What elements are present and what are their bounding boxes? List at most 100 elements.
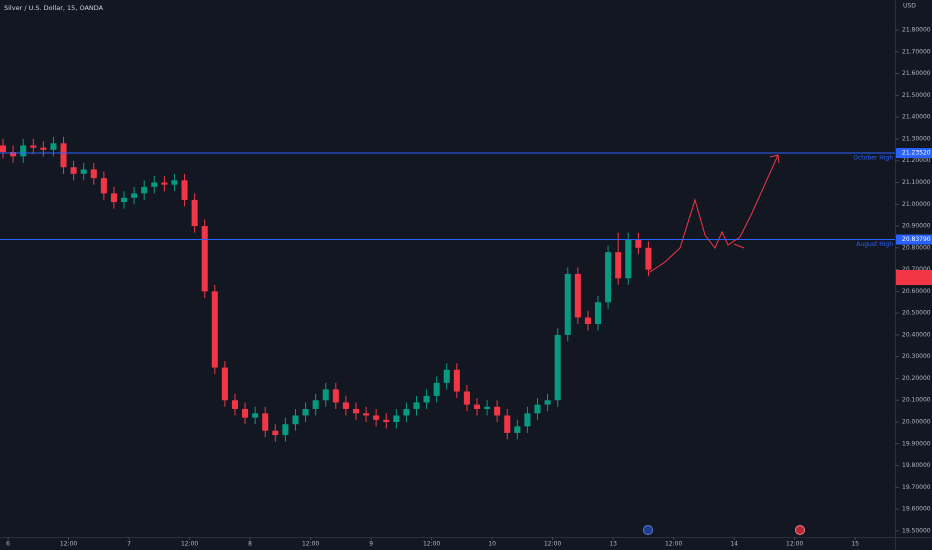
x-tick-label: 12:00 xyxy=(786,541,803,548)
x-tick-label: 7 xyxy=(127,541,131,548)
candle-body xyxy=(514,426,521,433)
candle-body xyxy=(473,404,481,409)
x-tick-label: 14 xyxy=(730,541,738,548)
y-tick-label: 20.50000 xyxy=(902,310,931,317)
candle-body xyxy=(231,400,238,409)
candle-body xyxy=(292,415,299,425)
candle-body xyxy=(151,182,158,187)
candle-body xyxy=(484,406,491,409)
candle-body xyxy=(413,402,420,409)
y-unit: USD xyxy=(903,3,916,10)
candle-body xyxy=(252,413,259,418)
candle-body xyxy=(373,415,380,420)
candle-body xyxy=(564,273,571,335)
candle-body xyxy=(221,367,228,401)
candle-body xyxy=(282,424,289,436)
y-tick-label: 19.60000 xyxy=(902,506,931,513)
candle-body xyxy=(141,186,148,194)
candle-body xyxy=(20,145,27,157)
candle-body xyxy=(494,406,501,416)
candle-body xyxy=(574,273,581,318)
candle-body xyxy=(342,402,349,409)
candle-body xyxy=(584,317,591,325)
candle-body xyxy=(352,408,360,414)
candle-body xyxy=(0,145,7,152)
x-tick-label: 13 xyxy=(609,541,617,548)
candle-body xyxy=(554,334,561,401)
x-tick-label: 12:00 xyxy=(544,541,561,548)
candle-body xyxy=(30,145,37,148)
y-tick-label: 20.00000 xyxy=(902,419,931,426)
candle-body xyxy=(504,415,511,433)
candle-body xyxy=(121,197,128,203)
candle-body xyxy=(433,382,440,396)
candle-body xyxy=(262,413,269,431)
candle-body xyxy=(363,413,370,416)
candle-body xyxy=(524,413,531,427)
x-tick-label: 12:00 xyxy=(665,541,682,548)
y-tick-label: 21.50000 xyxy=(902,92,931,99)
candle-body xyxy=(100,178,107,194)
price-tag-label: 21.23520 xyxy=(902,150,931,157)
candle-body xyxy=(10,151,17,157)
y-tick-label: 20.20000 xyxy=(902,375,931,382)
horizontal-line-label: August High xyxy=(856,241,893,248)
candle-body xyxy=(181,180,188,200)
candle-body xyxy=(635,239,642,248)
x-tick-label: 12:00 xyxy=(60,541,77,548)
candle-body xyxy=(161,182,168,185)
candle-body xyxy=(615,252,622,279)
y-tick-label: 21.80000 xyxy=(902,27,931,34)
y-tick-label: 21.40000 xyxy=(902,114,931,121)
candle-body xyxy=(594,302,602,325)
candle-body xyxy=(605,252,612,303)
x-tick-label: 6 xyxy=(6,541,10,548)
candle-body xyxy=(534,404,541,414)
y-tick-label: 21.20000 xyxy=(902,157,931,164)
candle-body xyxy=(383,419,390,423)
y-tick-label: 20.90000 xyxy=(902,223,931,230)
horizontal-line-label: October High xyxy=(853,155,893,162)
candle-body xyxy=(40,147,47,150)
price-tag xyxy=(896,234,932,245)
candle-body xyxy=(544,400,551,405)
candle-body xyxy=(453,369,460,392)
x-tick-label: 15 xyxy=(851,541,859,548)
y-tick-label: 19.50000 xyxy=(902,527,931,534)
event-icon[interactable] xyxy=(795,525,805,535)
y-tick-label: 20.70000 xyxy=(902,266,931,273)
y-tick-label: 20.80000 xyxy=(902,244,931,251)
y-tick-label: 20.60000 xyxy=(902,288,931,295)
candle-body xyxy=(90,169,97,179)
candle-body xyxy=(131,193,138,198)
y-tick-label: 20.10000 xyxy=(902,397,931,404)
y-tick-label: 19.90000 xyxy=(902,440,931,447)
x-tick-label: 12:00 xyxy=(423,541,440,548)
candle-body xyxy=(191,199,198,227)
y-tick-label: 21.30000 xyxy=(902,135,931,142)
candle-body xyxy=(211,291,218,368)
drawn-projection xyxy=(649,154,780,273)
candle-body xyxy=(312,400,319,409)
chart-title: Silver / U.S. Dollar, 15, OANDA xyxy=(4,4,104,12)
candle-body xyxy=(393,415,400,423)
candle-body xyxy=(332,389,339,403)
candle-body xyxy=(201,226,208,292)
event-icon[interactable] xyxy=(643,525,653,535)
y-tick-label: 21.70000 xyxy=(902,48,931,55)
candle-body xyxy=(443,369,450,383)
y-tick-label: 19.70000 xyxy=(902,484,931,491)
candle-body xyxy=(322,389,329,401)
y-tick-label: 19.80000 xyxy=(902,462,931,469)
candle-body xyxy=(272,430,279,436)
price-tag-label: 20.83790 xyxy=(902,236,931,243)
x-tick-label: 12:00 xyxy=(302,541,319,548)
candle-body xyxy=(645,247,652,270)
candle-body xyxy=(403,408,410,416)
x-tick-label: 8 xyxy=(248,541,252,548)
y-tick-label: 20.40000 xyxy=(902,331,931,338)
y-tick-label: 20.30000 xyxy=(902,353,931,360)
last-price-tag xyxy=(896,270,932,285)
